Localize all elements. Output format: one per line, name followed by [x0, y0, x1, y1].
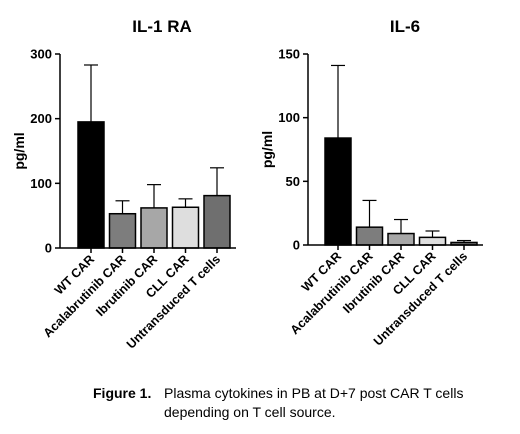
y-tick-label: 150 [278, 47, 300, 62]
y-tick-label: 100 [30, 176, 52, 191]
caption-text: Plasma cytokines in PB at D+7 post CAR T… [164, 385, 464, 420]
bar [324, 137, 352, 246]
bar [203, 194, 231, 249]
bar [355, 226, 384, 246]
y-tick-label: 100 [278, 110, 300, 125]
y-tick-label: 0 [293, 238, 300, 253]
caption-label: Figure 1. [93, 385, 152, 401]
y-tick-label: 300 [30, 47, 52, 62]
chart-title: IL-1 RA [132, 17, 192, 36]
y-tick-label: 50 [286, 174, 300, 189]
bar [171, 206, 200, 249]
y-tick-label: 200 [30, 111, 52, 126]
chart-title: IL-6 [390, 17, 420, 36]
y-axis-label: pg/ml [11, 132, 27, 169]
y-axis-label: pg/ml [259, 131, 275, 168]
bar [140, 207, 168, 249]
bar [387, 232, 415, 246]
bar [418, 236, 447, 246]
figure-caption: Figure 1. Plasma cytokines in PB at D+7 p… [93, 384, 503, 422]
bar [77, 121, 105, 249]
bar [108, 212, 137, 249]
y-tick-label: 0 [45, 241, 52, 256]
